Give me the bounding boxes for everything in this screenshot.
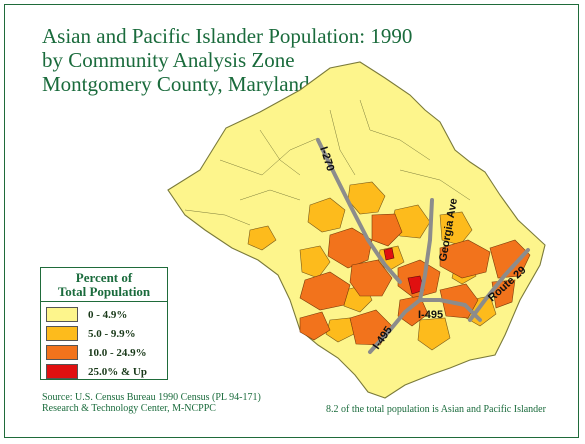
title-line-2: by Community Analysis Zone — [42, 48, 295, 72]
map-title: Asian and Pacific Islander Population: 1… — [42, 24, 412, 96]
roads — [316, 138, 530, 354]
map-legend: Percent of Total Population 0 - 4.9% 5.0… — [40, 267, 168, 380]
legend-label: 0 - 4.9% — [88, 308, 128, 321]
legend-swatch — [46, 364, 78, 379]
legend-divider — [41, 301, 167, 302]
legend-swatch — [46, 345, 78, 360]
road-route-29 — [468, 248, 530, 322]
legend-swatch — [46, 307, 78, 322]
legend-item: 5.0 - 9.9% — [41, 324, 167, 343]
source-citation: Source: U.S. Census Bureau 1990 Census (… — [42, 392, 261, 414]
zone-boundaries — [184, 99, 471, 226]
legend-swatch — [46, 326, 78, 341]
source-line-1: Source: U.S. Census Bureau 1990 Census (… — [42, 392, 261, 403]
title-line-1: Asian and Pacific Islander Population: 1… — [42, 24, 413, 48]
legend-item: 10.0 - 24.9% — [41, 343, 167, 362]
label-i495-east: I-495 — [418, 309, 443, 321]
road-i495 — [368, 298, 482, 354]
zones-25-and-up — [383, 247, 425, 295]
legend-title-line-2: Total Population — [57, 284, 151, 299]
title-line-3: Montgomery County, Maryland — [42, 72, 310, 96]
map-frame — [4, 4, 579, 438]
legend-title-line-1: Percent of — [75, 270, 133, 285]
legend-title: Percent of Total Population — [41, 268, 167, 299]
legend-item: 0 - 4.9% — [41, 305, 167, 324]
legend-item: 25.0% & Up — [41, 362, 167, 381]
population-note: 8.2 of the total population is Asian and… — [326, 404, 546, 415]
legend-label: 25.0% & Up — [88, 365, 147, 378]
road-georgia-ave — [418, 198, 434, 302]
road-i270 — [316, 138, 402, 284]
legend-label: 5.0 - 9.9% — [88, 327, 136, 340]
source-line-2: Research & Technology Center, M-NCPPC — [42, 403, 216, 414]
legend-label: 10.0 - 24.9% — [88, 346, 147, 359]
county-outline — [167, 61, 546, 399]
